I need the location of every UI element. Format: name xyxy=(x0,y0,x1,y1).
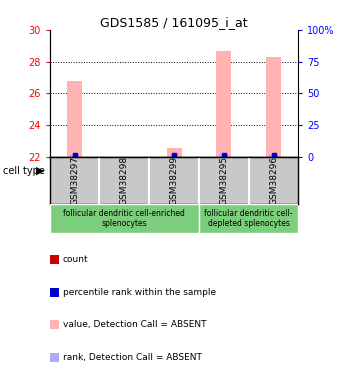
Bar xyxy=(170,154,178,157)
Title: GDS1585 / 161095_i_at: GDS1585 / 161095_i_at xyxy=(100,16,248,29)
Bar xyxy=(216,51,231,157)
Text: GSM38296: GSM38296 xyxy=(269,156,278,205)
Text: follicular dendritic cell-
depleted splenocytes: follicular dendritic cell- depleted sple… xyxy=(204,209,293,228)
Text: value, Detection Call = ABSENT: value, Detection Call = ABSENT xyxy=(63,320,206,329)
Bar xyxy=(67,81,82,157)
Text: rank, Detection Call = ABSENT: rank, Detection Call = ABSENT xyxy=(63,353,202,362)
Text: percentile rank within the sample: percentile rank within the sample xyxy=(63,288,216,297)
Bar xyxy=(270,154,277,157)
Text: GSM38297: GSM38297 xyxy=(70,156,79,205)
Text: ▶: ▶ xyxy=(36,166,45,176)
Bar xyxy=(167,148,181,157)
Text: count: count xyxy=(63,255,88,264)
Text: cell type: cell type xyxy=(3,166,45,176)
Bar xyxy=(266,57,281,157)
Bar xyxy=(199,204,298,232)
Bar xyxy=(71,154,79,157)
Text: GSM38295: GSM38295 xyxy=(219,156,228,205)
Bar xyxy=(50,204,199,232)
Text: GSM38298: GSM38298 xyxy=(120,156,129,205)
Text: follicular dendritic cell-enriched
splenocytes: follicular dendritic cell-enriched splen… xyxy=(63,209,185,228)
Text: GSM38299: GSM38299 xyxy=(169,156,179,205)
Bar xyxy=(220,154,228,157)
